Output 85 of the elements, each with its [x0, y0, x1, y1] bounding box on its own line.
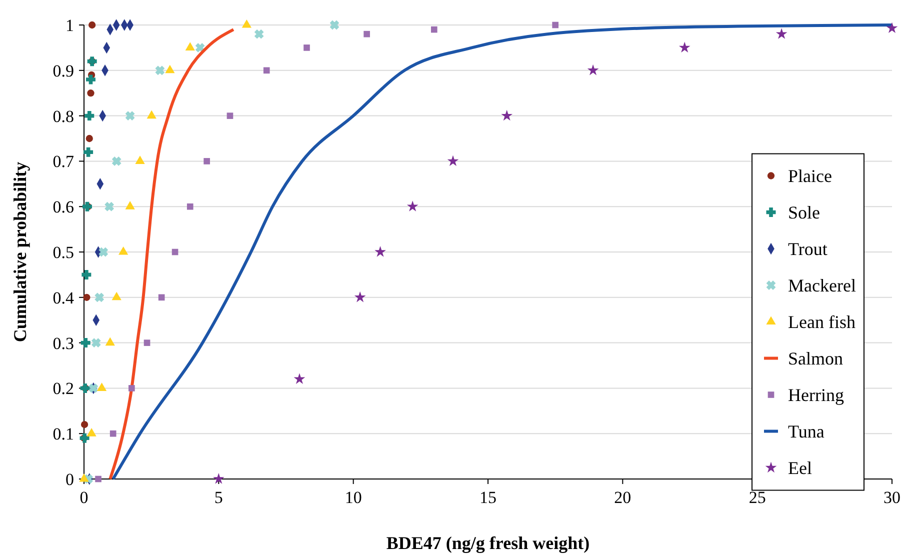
y-tick-label: 0.7	[52, 152, 74, 172]
point	[104, 202, 114, 212]
point	[294, 373, 306, 384]
line-series	[108, 28, 235, 480]
point	[776, 28, 788, 39]
point	[501, 110, 513, 121]
point	[105, 337, 115, 346]
point	[118, 246, 128, 255]
point	[254, 30, 264, 39]
point	[95, 476, 102, 482]
point	[126, 111, 135, 120]
point	[80, 338, 90, 348]
y-tick-label: 0.2	[52, 379, 74, 398]
y-axis-title: Cumulative probability	[10, 162, 30, 342]
point	[172, 248, 178, 256]
y-tick-label: 0.6	[52, 198, 74, 217]
x-tick-label: 20	[614, 488, 632, 507]
point	[80, 420, 88, 428]
point	[226, 112, 234, 119]
point	[304, 44, 310, 51]
x-axis-title: BDE47 (ng/g fresh weight)	[386, 533, 590, 553]
y-tick-label: 0.5	[52, 242, 74, 262]
legend-label: Mackerel	[788, 276, 856, 296]
point	[886, 22, 898, 34]
point	[128, 385, 135, 392]
y-tick-label: 0	[66, 470, 74, 489]
point	[678, 42, 690, 53]
legend-label: Herring	[788, 385, 844, 406]
x-tick-label: 30	[884, 488, 900, 507]
legend-label: Lean fish	[788, 312, 856, 332]
point	[94, 292, 104, 302]
legend-label: Sole	[788, 202, 820, 223]
point	[430, 26, 438, 33]
point	[263, 67, 270, 74]
point	[364, 30, 370, 38]
legend-label: Trout	[788, 239, 828, 260]
point	[146, 110, 156, 119]
point	[330, 20, 339, 30]
point	[86, 74, 96, 84]
x-tick-label: 0	[80, 488, 88, 507]
point	[212, 473, 224, 484]
point	[112, 156, 122, 166]
point	[155, 66, 164, 75]
point	[83, 294, 90, 301]
point	[552, 22, 558, 28]
y-tick-label: 0.3	[52, 334, 74, 353]
point	[112, 292, 122, 300]
point	[186, 203, 194, 210]
point	[84, 147, 94, 157]
legend-label: Plaice	[788, 166, 832, 186]
point	[96, 382, 107, 391]
point	[88, 21, 96, 29]
legend-label: Salmon	[788, 348, 844, 369]
point	[98, 248, 108, 256]
y-tick-label: 0.1	[52, 424, 74, 444]
y-tick-label: 0.9	[52, 61, 74, 80]
point	[110, 430, 116, 437]
point	[84, 111, 94, 121]
x-tick-label: 10	[344, 488, 362, 507]
x-tick-label: 5	[214, 488, 223, 507]
point	[86, 428, 96, 436]
point	[204, 158, 210, 164]
point	[354, 291, 366, 302]
point	[158, 294, 165, 301]
point	[125, 201, 135, 210]
x-tick-label: 25	[748, 488, 766, 507]
point	[447, 155, 459, 166]
y-tick-label: 1	[66, 16, 74, 35]
y-tick-label: 0.8	[52, 106, 74, 126]
point	[86, 134, 93, 142]
y-tick-label: 0.4	[52, 288, 74, 308]
point	[374, 246, 386, 257]
point	[165, 64, 175, 74]
point	[587, 64, 599, 76]
legend-label: Tuna	[788, 422, 824, 442]
point	[144, 340, 150, 346]
point	[82, 270, 92, 280]
point	[135, 156, 145, 164]
point	[185, 42, 195, 50]
point	[242, 19, 252, 28]
x-tick-label: 15	[480, 488, 496, 507]
point	[92, 338, 101, 348]
legend-label: Eel	[788, 458, 812, 478]
point	[406, 200, 418, 212]
point	[87, 90, 94, 97]
